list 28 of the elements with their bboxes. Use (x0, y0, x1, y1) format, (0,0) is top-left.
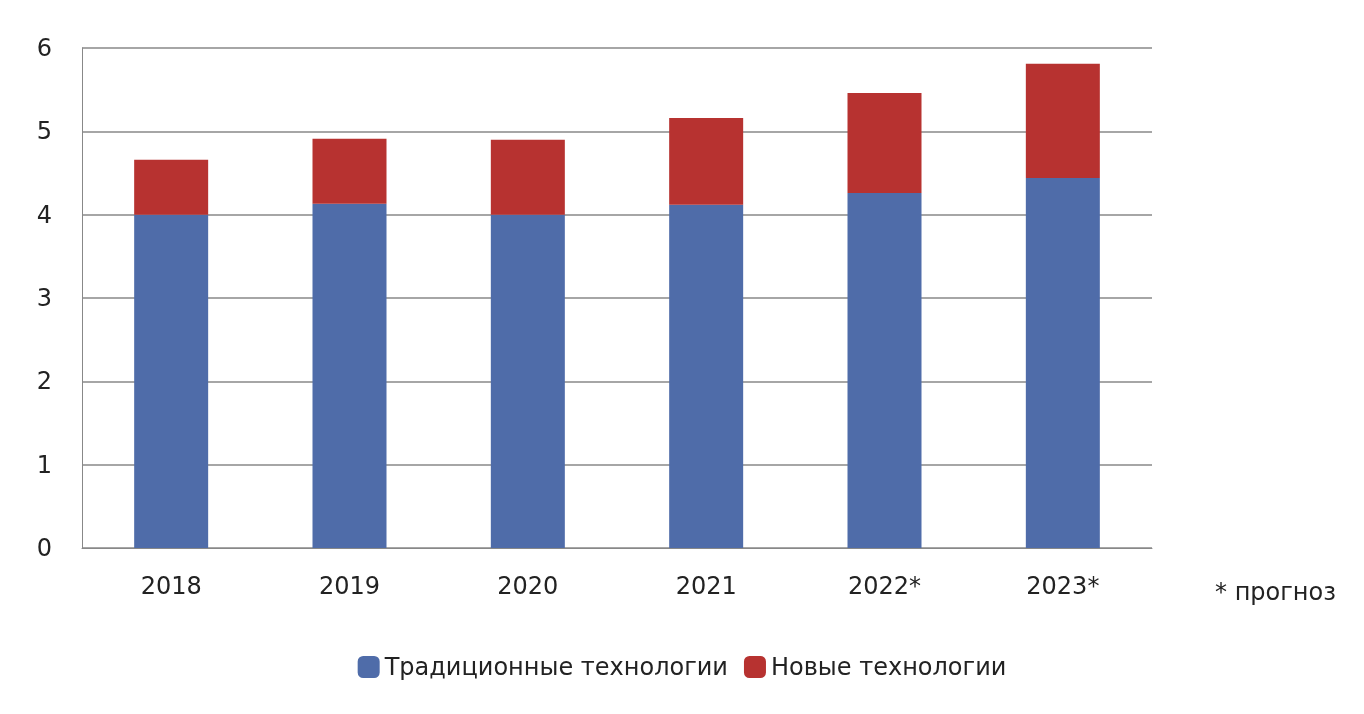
bar (847, 193, 922, 548)
text: * прогноз (1215, 578, 1336, 606)
bar (847, 93, 922, 193)
y-tick-label: 2 (36, 367, 52, 396)
legend-label: Новые технологии (770, 653, 1007, 681)
y-tick-label: 1 (36, 450, 52, 479)
x-tick-label: 2019 (318, 572, 381, 600)
y-tick-label: 0 (36, 534, 52, 562)
bar (1025, 63, 1100, 178)
bar (1025, 178, 1100, 548)
bar (490, 139, 565, 215)
legend-label: Традиционные технологии (383, 653, 728, 681)
x-tick-label: 2021 (675, 572, 737, 600)
x-tick-label: 2023* (1026, 572, 1100, 600)
y-tick-label: 3 (36, 284, 52, 312)
y-tick-label: 5 (36, 117, 52, 146)
x-tick-label: 2020 (497, 572, 559, 600)
x-tick-label: 2018 (140, 572, 202, 600)
bar (134, 214, 209, 548)
bar (312, 203, 387, 548)
bar (669, 204, 744, 548)
bar (490, 214, 565, 548)
y-tick-label: 6 (36, 34, 52, 62)
bar (669, 118, 744, 205)
bar (312, 138, 387, 204)
bar (134, 159, 209, 215)
y-tick-label: 4 (36, 200, 52, 229)
x-tick-label: 2022* (847, 572, 922, 600)
